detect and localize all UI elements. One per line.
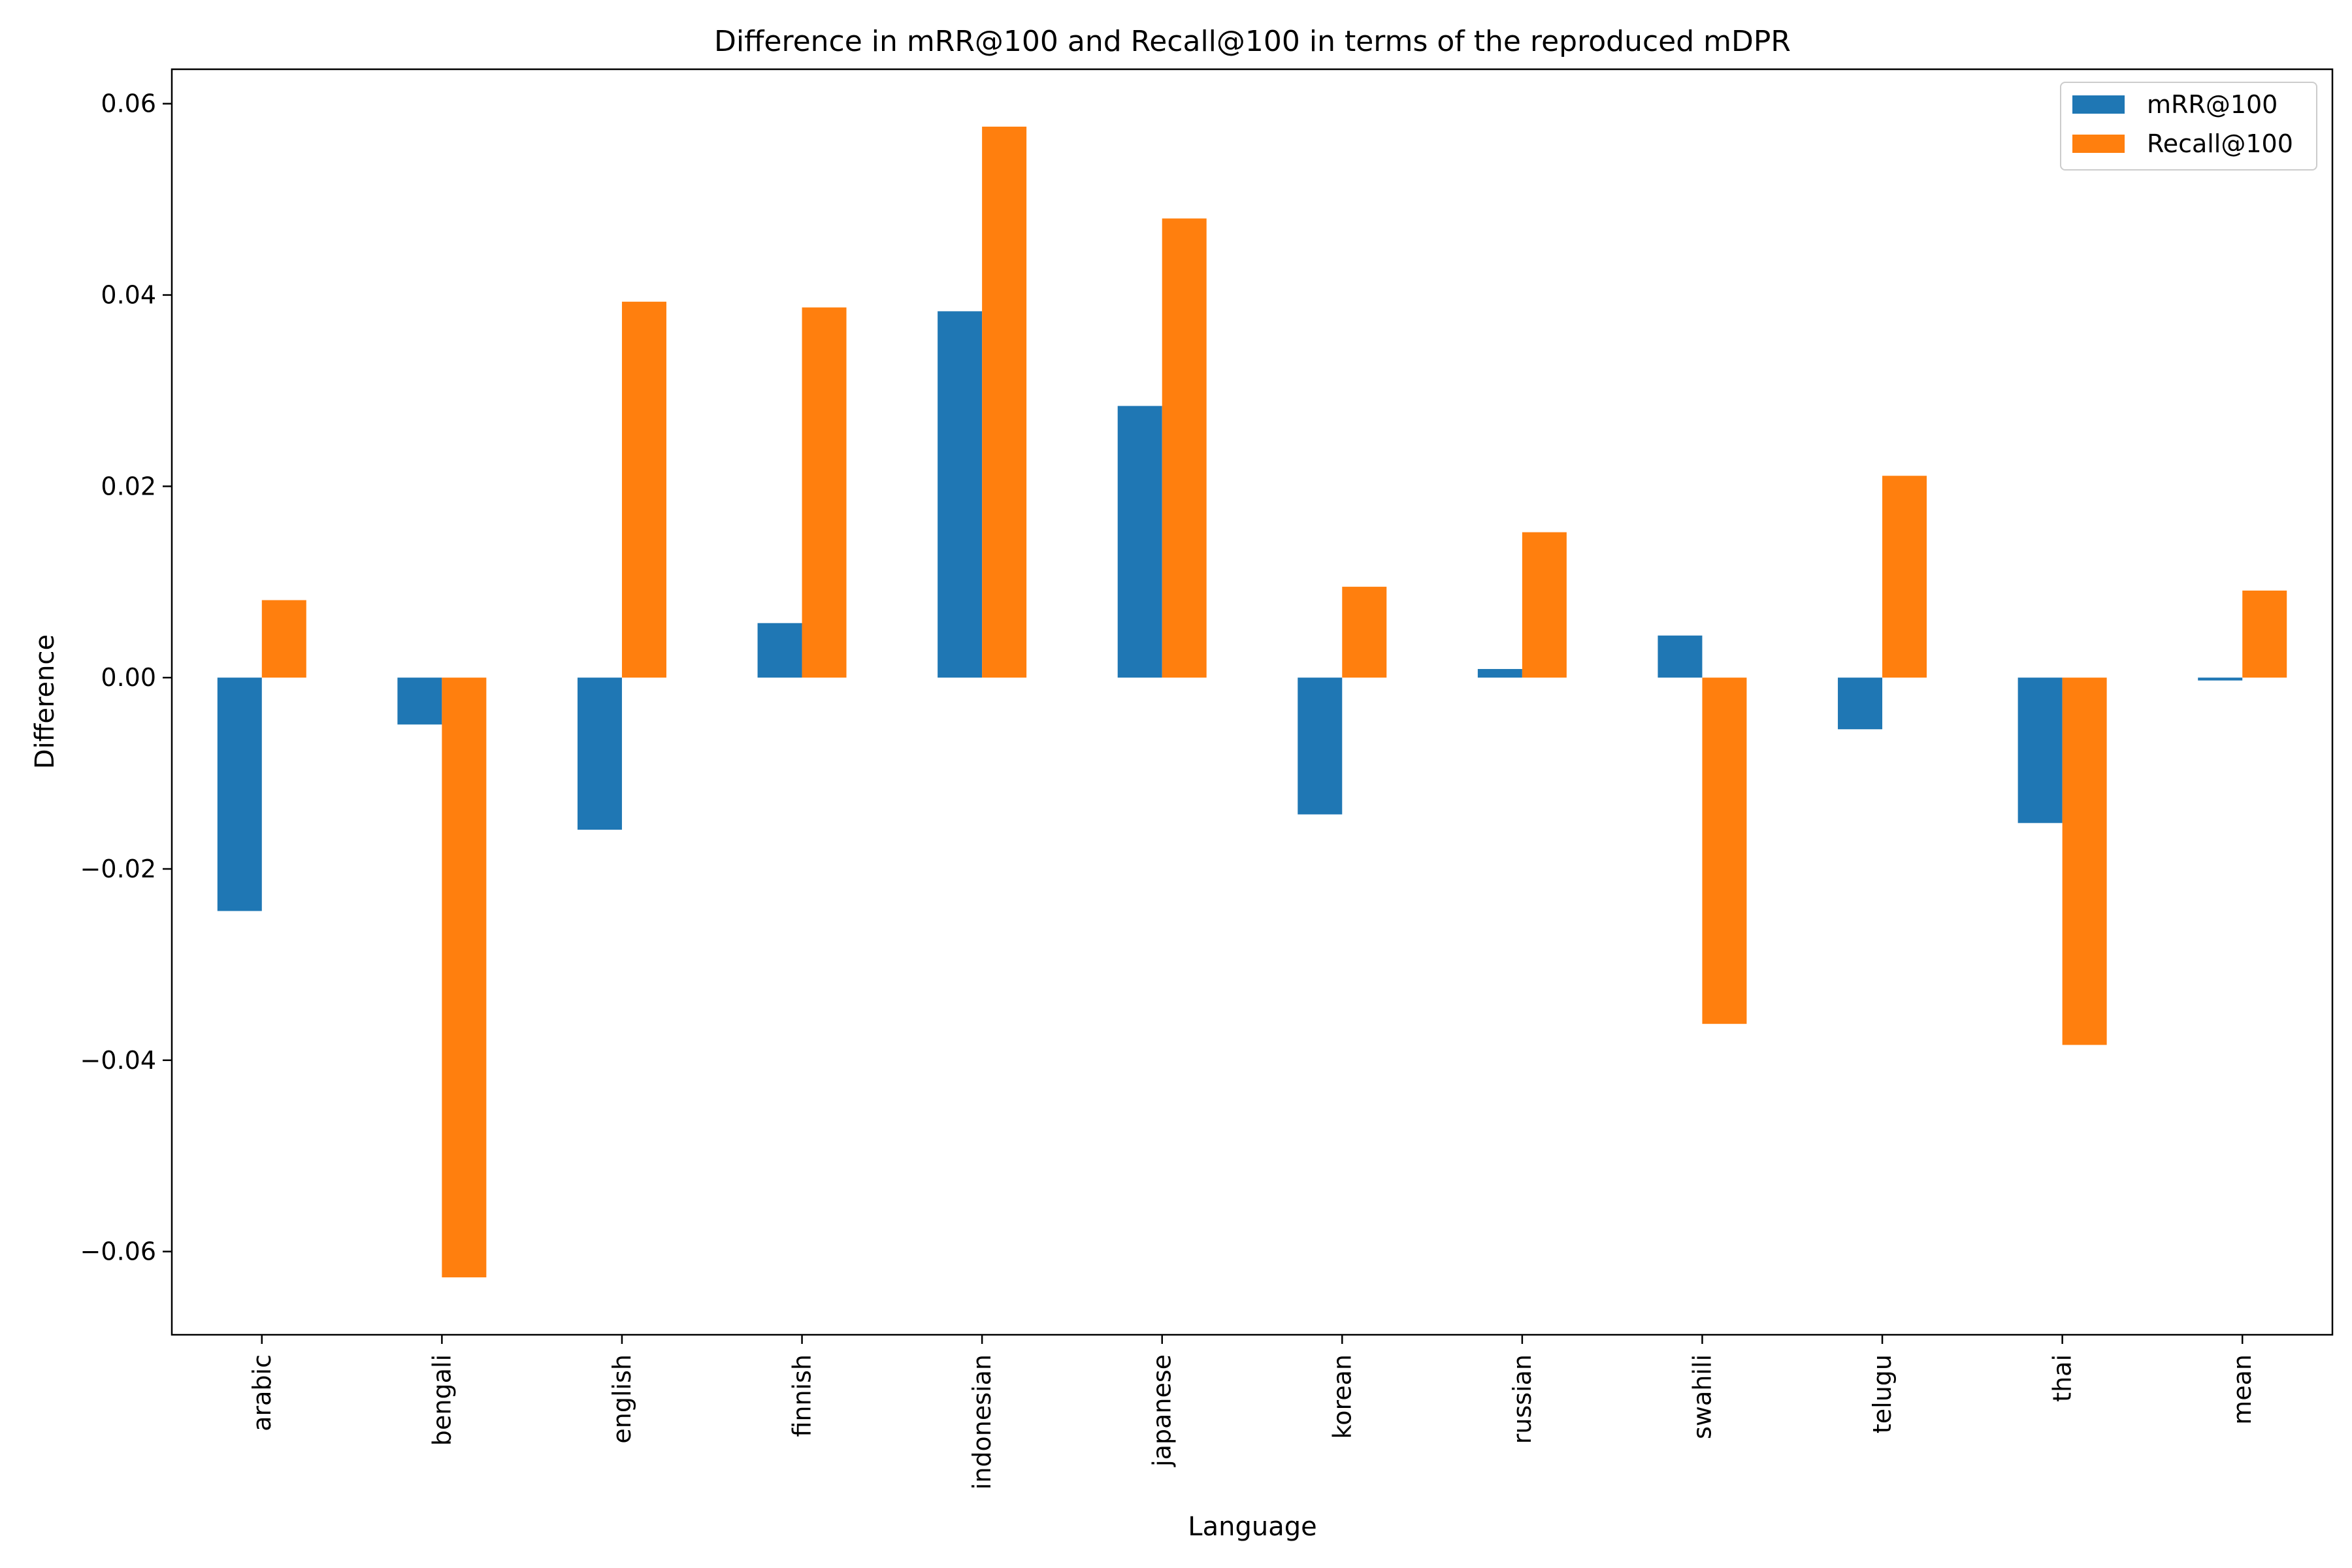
bar-mRR@100-bengali [397, 678, 442, 725]
x-tick-label-arabic: arabic [248, 1354, 276, 1431]
bar-Recall@100-swahili [1702, 678, 1747, 1024]
chart-title: Difference in mRR@100 and Recall@100 in … [714, 25, 1791, 58]
y-tick-label: 0.04 [101, 281, 156, 310]
x-tick-label-swahili: swahili [1688, 1354, 1716, 1439]
legend-swatch-mRR@100 [2072, 95, 2125, 114]
bar-Recall@100-english [621, 301, 666, 678]
bar-Recall@100-telugu [1882, 476, 1927, 678]
x-tick-label-bengali: bengali [427, 1354, 456, 1446]
x-tick-label-mean: mean [2228, 1354, 2257, 1425]
bar-mRR@100-english [577, 678, 622, 830]
bar-Recall@100-thai [2062, 678, 2107, 1045]
legend-swatch-Recall@100 [2072, 135, 2125, 153]
x-tick-label-indonesian: indonesian [968, 1354, 996, 1490]
y-tick-label: 0.06 [101, 90, 156, 118]
bar-Recall@100-bengali [442, 678, 487, 1278]
x-tick-label-korean: korean [1328, 1354, 1356, 1439]
bar-mRR@100-finnish [757, 623, 802, 678]
y-tick-label: −0.04 [80, 1046, 156, 1075]
bar-mRR@100-japanese [1117, 406, 1162, 678]
x-tick-label-english: english [608, 1354, 636, 1444]
bar-mRR@100-indonesian [938, 311, 983, 678]
x-tick-label-telugu: telugu [1868, 1354, 1897, 1433]
x-axis-label: Language [1188, 1512, 1316, 1542]
bar-mRR@100-telugu [1838, 678, 1883, 730]
bar-Recall@100-mean [2242, 590, 2287, 678]
y-axis: −0.06 −0.04 −0.02 0.00 0.02 0.04 0.06 [80, 90, 172, 1266]
bar-mRR@100-arabic [217, 678, 262, 911]
bars-layer [217, 126, 2287, 1278]
y-tick-label: 0.02 [101, 472, 156, 500]
x-tick-label-japanese: japanese [1148, 1354, 1177, 1467]
y-axis-label: Difference [30, 634, 60, 769]
plot-area-frame [171, 68, 2334, 1336]
bar-mRR@100-swahili [1658, 635, 1703, 678]
x-axis: arabic bengali english finnish indonesian jap… [248, 1335, 2257, 1490]
bar-Recall@100-finnish [802, 307, 847, 678]
bar-mRR@100-korean [1298, 678, 1343, 815]
bar-Recall@100-indonesian [982, 126, 1027, 678]
bar-Recall@100-arabic [261, 600, 306, 678]
bar-Recall@100-russian [1522, 532, 1567, 678]
legend-label-Recall@100: Recall@100 [2147, 129, 2293, 158]
legend: mRR@100 Recall@100 [2060, 82, 2317, 171]
x-tick-label-thai: thai [2048, 1354, 2077, 1402]
bar-mRR@100-mean [2198, 678, 2243, 681]
y-tick-label: −0.06 [80, 1237, 156, 1266]
bar-mRR@100-thai [2017, 678, 2063, 823]
y-tick-label: 0.00 [101, 663, 156, 692]
y-tick-label: −0.02 [80, 855, 156, 883]
x-tick-label-russian: russian [1508, 1354, 1537, 1444]
bar-Recall@100-korean [1342, 587, 1387, 678]
legend-label-mRR@100: mRR@100 [2147, 90, 2278, 119]
x-tick-label-finnish: finnish [788, 1354, 817, 1437]
bar-mRR@100-russian [1477, 668, 1522, 678]
bar-Recall@100-japanese [1162, 218, 1207, 678]
